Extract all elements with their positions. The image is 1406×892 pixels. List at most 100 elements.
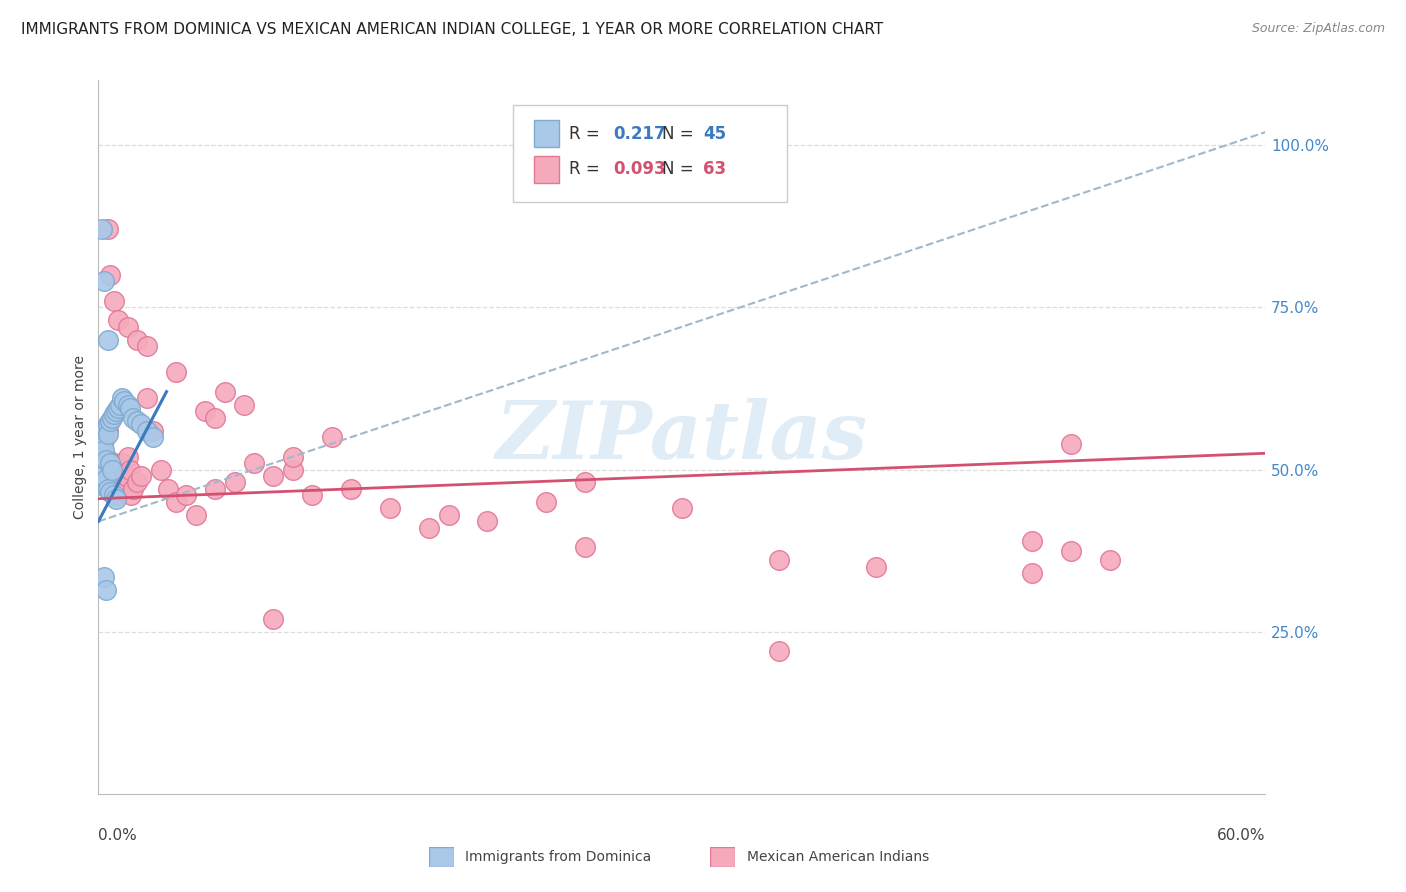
Point bbox=[117, 398, 139, 412]
Point bbox=[768, 644, 790, 658]
Point bbox=[112, 394, 135, 409]
Point bbox=[98, 456, 121, 470]
Point bbox=[136, 339, 159, 353]
Point bbox=[301, 488, 323, 502]
Point bbox=[281, 462, 304, 476]
Point bbox=[93, 443, 115, 458]
Point bbox=[98, 414, 121, 428]
Text: IMMIGRANTS FROM DOMINICA VS MEXICAN AMERICAN INDIAN COLLEGE, 1 YEAR OR MORE CORR: IMMIGRANTS FROM DOMINICA VS MEXICAN AMER… bbox=[21, 22, 883, 37]
Point bbox=[262, 469, 284, 483]
Point bbox=[129, 417, 152, 431]
Point bbox=[149, 462, 172, 476]
Point bbox=[108, 462, 131, 476]
Point bbox=[121, 488, 143, 502]
Point bbox=[157, 482, 180, 496]
Point bbox=[477, 515, 499, 529]
Point bbox=[104, 482, 127, 496]
Point bbox=[380, 501, 402, 516]
Point bbox=[281, 450, 304, 464]
Point bbox=[93, 424, 115, 438]
Text: 45: 45 bbox=[703, 125, 725, 143]
Point bbox=[127, 414, 149, 428]
Point bbox=[768, 553, 790, 567]
Point bbox=[91, 440, 114, 454]
Point bbox=[671, 501, 693, 516]
Point bbox=[93, 479, 115, 493]
Point bbox=[91, 450, 114, 464]
Text: 0.0%: 0.0% bbox=[98, 829, 138, 843]
Point bbox=[101, 462, 124, 476]
Text: 0.217: 0.217 bbox=[613, 125, 665, 143]
Point bbox=[111, 456, 134, 470]
Point bbox=[98, 268, 121, 282]
Point bbox=[418, 521, 440, 535]
Point bbox=[174, 488, 197, 502]
Point bbox=[91, 459, 114, 474]
Point bbox=[97, 222, 120, 236]
FancyBboxPatch shape bbox=[513, 105, 787, 202]
Point bbox=[108, 398, 131, 412]
Point bbox=[574, 475, 596, 490]
Point bbox=[165, 495, 187, 509]
Point bbox=[97, 417, 120, 431]
Point bbox=[91, 469, 114, 483]
Point bbox=[91, 430, 114, 444]
Point bbox=[104, 491, 127, 506]
Point bbox=[111, 391, 134, 405]
Text: N =: N = bbox=[662, 161, 699, 178]
Point bbox=[101, 462, 124, 476]
Point bbox=[165, 365, 187, 379]
Point bbox=[97, 333, 120, 347]
Point bbox=[103, 293, 125, 308]
Point bbox=[136, 424, 159, 438]
Point bbox=[89, 456, 111, 470]
Text: Mexican American Indians: Mexican American Indians bbox=[747, 850, 929, 864]
Text: Immigrants from Dominica: Immigrants from Dominica bbox=[465, 850, 651, 864]
Point bbox=[136, 391, 159, 405]
Point bbox=[243, 456, 266, 470]
Point bbox=[97, 482, 120, 496]
Point bbox=[117, 319, 139, 334]
Text: N =: N = bbox=[662, 125, 699, 143]
Point bbox=[89, 446, 111, 460]
Point bbox=[107, 488, 129, 502]
Point bbox=[1060, 436, 1083, 450]
Point bbox=[1021, 566, 1043, 581]
Point bbox=[1021, 533, 1043, 548]
Point bbox=[224, 475, 246, 490]
Point bbox=[96, 420, 118, 434]
Point bbox=[1098, 553, 1121, 567]
Point bbox=[89, 426, 111, 441]
Point bbox=[96, 450, 118, 464]
Text: 60.0%: 60.0% bbox=[1218, 829, 1265, 843]
Point bbox=[97, 424, 120, 438]
Point bbox=[101, 410, 124, 425]
Point bbox=[97, 426, 120, 441]
Point bbox=[340, 482, 363, 496]
Point bbox=[865, 559, 887, 574]
Point bbox=[93, 434, 115, 448]
Point bbox=[184, 508, 207, 522]
Point bbox=[1060, 543, 1083, 558]
Point bbox=[104, 404, 127, 418]
Point bbox=[204, 410, 226, 425]
Point bbox=[89, 436, 111, 450]
Point bbox=[98, 469, 121, 483]
Point bbox=[262, 612, 284, 626]
Point bbox=[118, 401, 141, 415]
Point bbox=[127, 475, 149, 490]
Point bbox=[129, 469, 152, 483]
Point bbox=[89, 466, 111, 480]
Text: 0.093: 0.093 bbox=[613, 161, 665, 178]
Point bbox=[114, 469, 136, 483]
Text: ZIPatlas: ZIPatlas bbox=[496, 399, 868, 475]
Point bbox=[107, 313, 129, 327]
Point bbox=[214, 384, 236, 399]
Y-axis label: College, 1 year or more: College, 1 year or more bbox=[73, 355, 87, 519]
Point bbox=[107, 401, 129, 415]
Point bbox=[142, 430, 165, 444]
FancyBboxPatch shape bbox=[534, 120, 560, 147]
Point bbox=[103, 488, 125, 502]
Point bbox=[93, 569, 115, 583]
Point bbox=[117, 450, 139, 464]
